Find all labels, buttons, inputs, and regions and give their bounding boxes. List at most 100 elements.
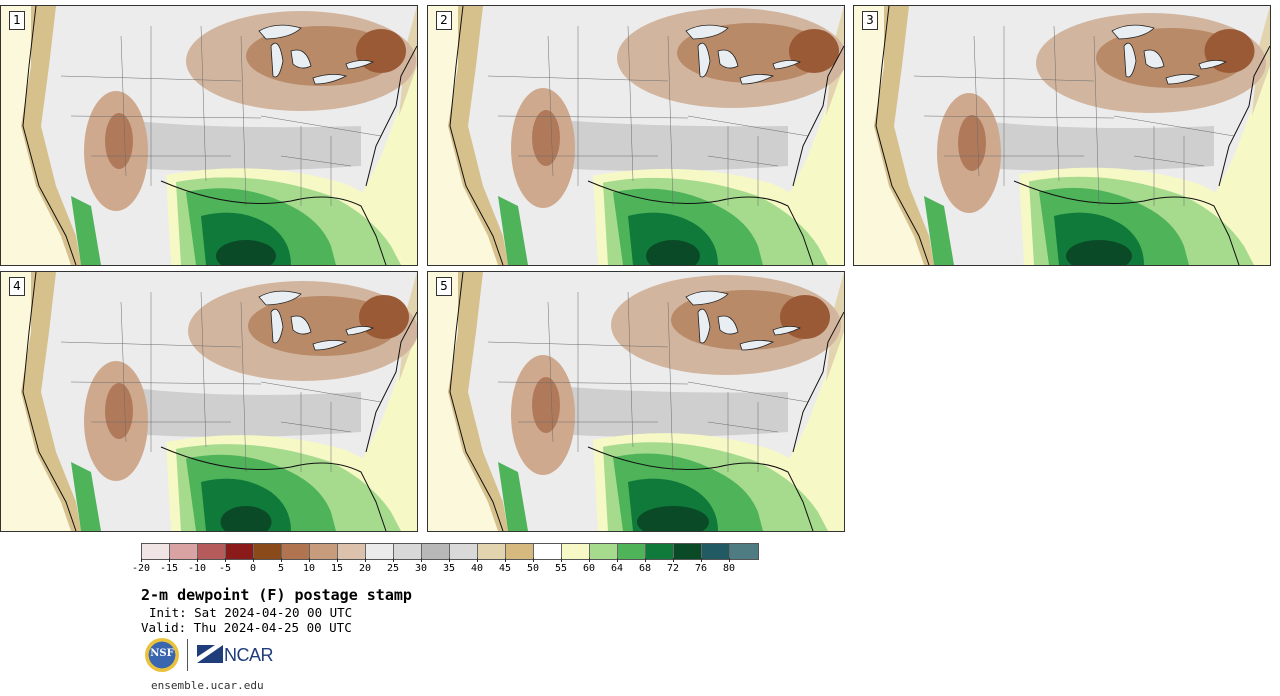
colorbar-tick-label: 64: [610, 563, 624, 574]
gulf-coastline: [587, 180, 814, 265]
panel-number: 5: [436, 277, 452, 296]
colorbar-swatch: [366, 544, 394, 559]
panel-number: 3: [862, 11, 878, 30]
state-border: [1113, 115, 1235, 137]
colorbar-tick: [729, 558, 730, 562]
colorbar-swatch: [282, 544, 310, 559]
pacific-region: [1, 272, 71, 531]
west-coastline: [22, 272, 77, 531]
state-border: [70, 115, 262, 119]
colorbar-ticks: -20 -15 -10 -5 0 5 10 15 20 25 30 35 40 45 50 55 60 64 68 7…: [132, 558, 757, 578]
colorbar-swatch: [618, 544, 646, 559]
colorbar-tick: [533, 558, 534, 562]
great-lake: [1198, 60, 1228, 70]
colorbar-tick-label: 45: [498, 563, 512, 574]
colorbar-swatch: [254, 544, 282, 559]
west-coastline: [449, 6, 504, 265]
great-lake: [258, 24, 302, 40]
colorbar-tick-label: -10: [187, 563, 207, 574]
colorbar-tick-label: -20: [131, 563, 151, 574]
state-border: [687, 381, 809, 403]
rockies-core: [532, 377, 560, 433]
colorbar-tick-label: 50: [526, 563, 540, 574]
colorbar-swatch: [506, 544, 534, 559]
plot-title: 2-m dewpoint (F) postage stamp: [141, 586, 412, 604]
colorbar-tick: [505, 558, 506, 562]
rockies-core: [532, 110, 560, 166]
great-lake: [1111, 24, 1155, 40]
pacific-region: [1, 6, 71, 265]
great-lake: [270, 42, 284, 78]
map-panel-4: 4: [0, 271, 418, 532]
ncar-logo-mark: [197, 645, 223, 663]
great-lake: [345, 326, 375, 336]
state-border: [923, 115, 1115, 119]
state-border: [627, 291, 634, 448]
colorbar-swatch: [226, 544, 254, 559]
great-lake: [290, 315, 312, 335]
ncar-logo-text: NCAR: [224, 645, 274, 665]
colorbar-tick-label: 5: [277, 563, 285, 574]
map-panel-1: 1: [0, 5, 418, 266]
state-border: [1133, 155, 1205, 167]
colorbar-swatch: [170, 544, 198, 559]
colorbar-swatch: [394, 544, 422, 559]
pacific-region: [854, 6, 924, 265]
colorbar-tick: [253, 558, 254, 562]
colorbar-tick: [309, 558, 310, 562]
colorbar-tick-label: 25: [386, 563, 400, 574]
west-coastline: [449, 272, 504, 531]
state-border: [240, 35, 247, 207]
rockies-core: [958, 115, 986, 171]
colorbar-tick-label: -15: [159, 563, 179, 574]
east-coastline: [792, 311, 844, 453]
colorbar-swatch: [702, 544, 730, 559]
colorbar-tick: [561, 558, 562, 562]
colorbar-tick: [673, 558, 674, 562]
east-coastline: [365, 45, 417, 187]
colorbar-tick: [365, 558, 366, 562]
dry-core: [246, 26, 396, 86]
init-time: Init: Sat 2024-04-20 00 UTC: [149, 605, 353, 620]
west-coastline: [22, 6, 77, 265]
plains-band: [518, 116, 788, 171]
colorbar-tick-label: 15: [330, 563, 344, 574]
state-border: [280, 155, 352, 167]
colorbar-swatch: [422, 544, 450, 559]
great-lake: [739, 74, 775, 85]
state-border: [497, 115, 689, 119]
colorbar-tick: [645, 558, 646, 562]
colorbar-swatch: [338, 544, 366, 559]
great-lake: [739, 340, 775, 351]
colorbar-tick: [617, 558, 618, 562]
gulf-moist-72: [216, 240, 276, 265]
coastal-tan: [448, 272, 508, 531]
colorbar-swatch: [142, 544, 170, 559]
colorbar: [141, 543, 759, 560]
colorbar-tick: [701, 558, 702, 562]
colorbar-swatch: [198, 544, 226, 559]
east-coastline: [1218, 45, 1270, 187]
great-lake: [1165, 74, 1201, 85]
colorbar-tick-label: 10: [302, 563, 316, 574]
colorbar-tick-label: 80: [722, 563, 736, 574]
colorbar-tick-label: 20: [358, 563, 372, 574]
great-lake: [290, 49, 312, 69]
colorbar-swatch: [674, 544, 702, 559]
plains-band: [518, 382, 788, 437]
great-lake: [685, 290, 729, 306]
gulf-coastline: [160, 446, 387, 531]
plains-band: [91, 382, 361, 437]
coastal-tan: [448, 6, 508, 265]
colorbar-swatch: [646, 544, 674, 559]
colorbar-tick-label: 40: [470, 563, 484, 574]
colorbar-swatch: [730, 544, 758, 559]
website-url[interactable]: ensemble.ucar.edu: [151, 679, 264, 692]
dewpoint-map: [1, 272, 417, 531]
state-border: [497, 381, 689, 385]
panel-number: 2: [436, 11, 452, 30]
state-border: [120, 35, 127, 177]
great-lake: [345, 60, 375, 70]
gulf-moist-72: [1066, 240, 1132, 265]
colorbar-tick-label: 72: [666, 563, 680, 574]
